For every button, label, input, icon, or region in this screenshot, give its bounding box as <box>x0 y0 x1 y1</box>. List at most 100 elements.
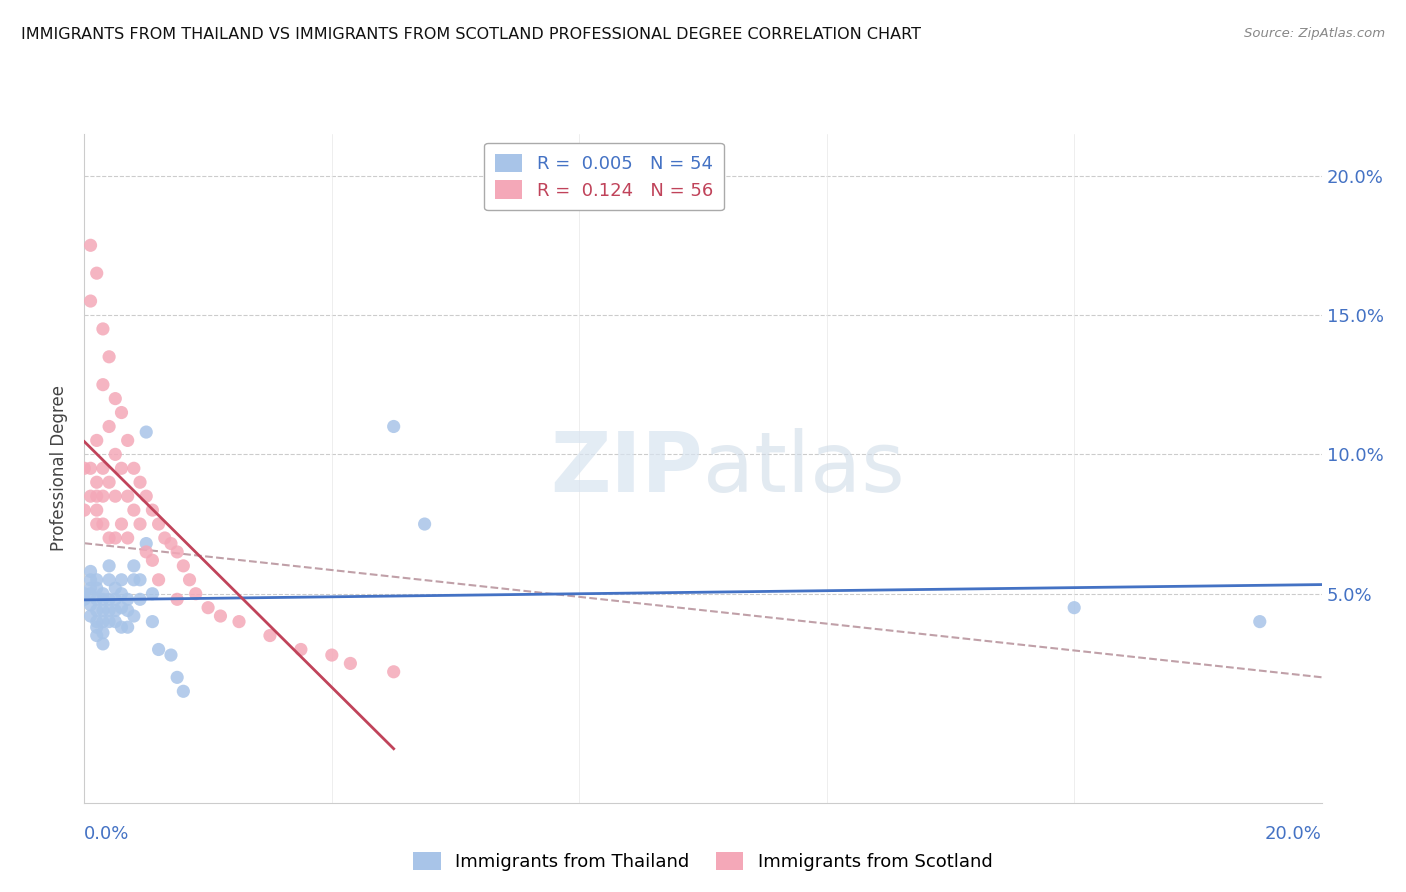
Point <box>135 489 157 503</box>
Point <box>91 489 114 503</box>
Point <box>160 648 183 662</box>
Point <box>129 517 152 532</box>
Point <box>122 461 145 475</box>
Point <box>91 603 114 617</box>
Point <box>110 573 132 587</box>
Point <box>98 592 121 607</box>
Point <box>79 565 101 579</box>
Point <box>86 475 108 490</box>
Point <box>110 587 132 601</box>
Point <box>129 475 152 490</box>
Point <box>86 620 108 634</box>
Point <box>98 558 121 573</box>
Point <box>141 553 163 567</box>
Point <box>86 592 108 607</box>
Point <box>98 475 121 490</box>
Point <box>172 558 194 573</box>
Text: atlas: atlas <box>703 428 904 508</box>
Point <box>117 592 139 607</box>
Point <box>321 648 343 662</box>
Point <box>141 615 163 629</box>
Point <box>117 489 139 503</box>
Legend: R =  0.005   N = 54, R =  0.124   N = 56: R = 0.005 N = 54, R = 0.124 N = 56 <box>484 143 724 211</box>
Point <box>86 628 108 642</box>
Point <box>1249 615 1271 629</box>
Point <box>135 545 157 559</box>
Point <box>91 637 114 651</box>
Point <box>172 684 194 698</box>
Point <box>86 266 108 280</box>
Point <box>91 587 114 601</box>
Point <box>1063 600 1085 615</box>
Point <box>86 489 108 503</box>
Point <box>148 517 170 532</box>
Point <box>86 603 108 617</box>
Point <box>166 592 188 607</box>
Point <box>86 615 108 629</box>
Point <box>413 517 436 532</box>
Point <box>148 642 170 657</box>
Point <box>117 620 139 634</box>
Point <box>382 665 405 679</box>
Point <box>79 489 101 503</box>
Point <box>179 573 201 587</box>
Point <box>122 573 145 587</box>
Point <box>197 600 219 615</box>
Point <box>79 581 101 595</box>
Point <box>104 603 127 617</box>
Point <box>160 536 183 550</box>
Point <box>153 531 176 545</box>
Point <box>104 581 127 595</box>
Point <box>110 620 132 634</box>
Point <box>382 419 405 434</box>
Point <box>98 350 121 364</box>
Point <box>148 573 170 587</box>
Point <box>79 598 101 612</box>
Point <box>135 536 157 550</box>
Point <box>166 670 188 684</box>
Point <box>290 642 312 657</box>
Point <box>104 447 127 461</box>
Text: 20.0%: 20.0% <box>1265 825 1322 843</box>
Point <box>110 517 132 532</box>
Point <box>122 609 145 624</box>
Point <box>110 461 132 475</box>
Point <box>104 615 127 629</box>
Point <box>98 531 121 545</box>
Point <box>98 603 121 617</box>
Point <box>73 592 96 607</box>
Point <box>129 592 152 607</box>
Point <box>86 573 108 587</box>
Y-axis label: Professional Degree: Professional Degree <box>51 385 69 551</box>
Text: IMMIGRANTS FROM THAILAND VS IMMIGRANTS FROM SCOTLAND PROFESSIONAL DEGREE CORRELA: IMMIGRANTS FROM THAILAND VS IMMIGRANTS F… <box>21 27 921 42</box>
Point <box>117 531 139 545</box>
Point <box>98 419 121 434</box>
Point <box>122 558 145 573</box>
Point <box>129 573 152 587</box>
Point <box>79 609 101 624</box>
Point <box>117 434 139 448</box>
Point <box>104 489 127 503</box>
Text: 0.0%: 0.0% <box>84 825 129 843</box>
Point <box>141 503 163 517</box>
Point <box>86 581 108 595</box>
Point <box>104 592 127 607</box>
Point <box>122 503 145 517</box>
Point <box>104 392 127 406</box>
Text: ZIP: ZIP <box>551 428 703 508</box>
Point <box>110 406 132 420</box>
Point <box>86 434 108 448</box>
Legend: Immigrants from Thailand, Immigrants from Scotland: Immigrants from Thailand, Immigrants fro… <box>406 845 1000 879</box>
Point <box>86 503 108 517</box>
Point <box>91 461 114 475</box>
Point <box>91 322 114 336</box>
Point <box>91 592 114 607</box>
Point <box>104 531 127 545</box>
Point <box>98 615 121 629</box>
Point <box>73 461 96 475</box>
Point <box>184 587 207 601</box>
Point <box>79 573 101 587</box>
Point <box>141 587 163 601</box>
Point <box>98 573 121 587</box>
Point <box>339 657 361 671</box>
